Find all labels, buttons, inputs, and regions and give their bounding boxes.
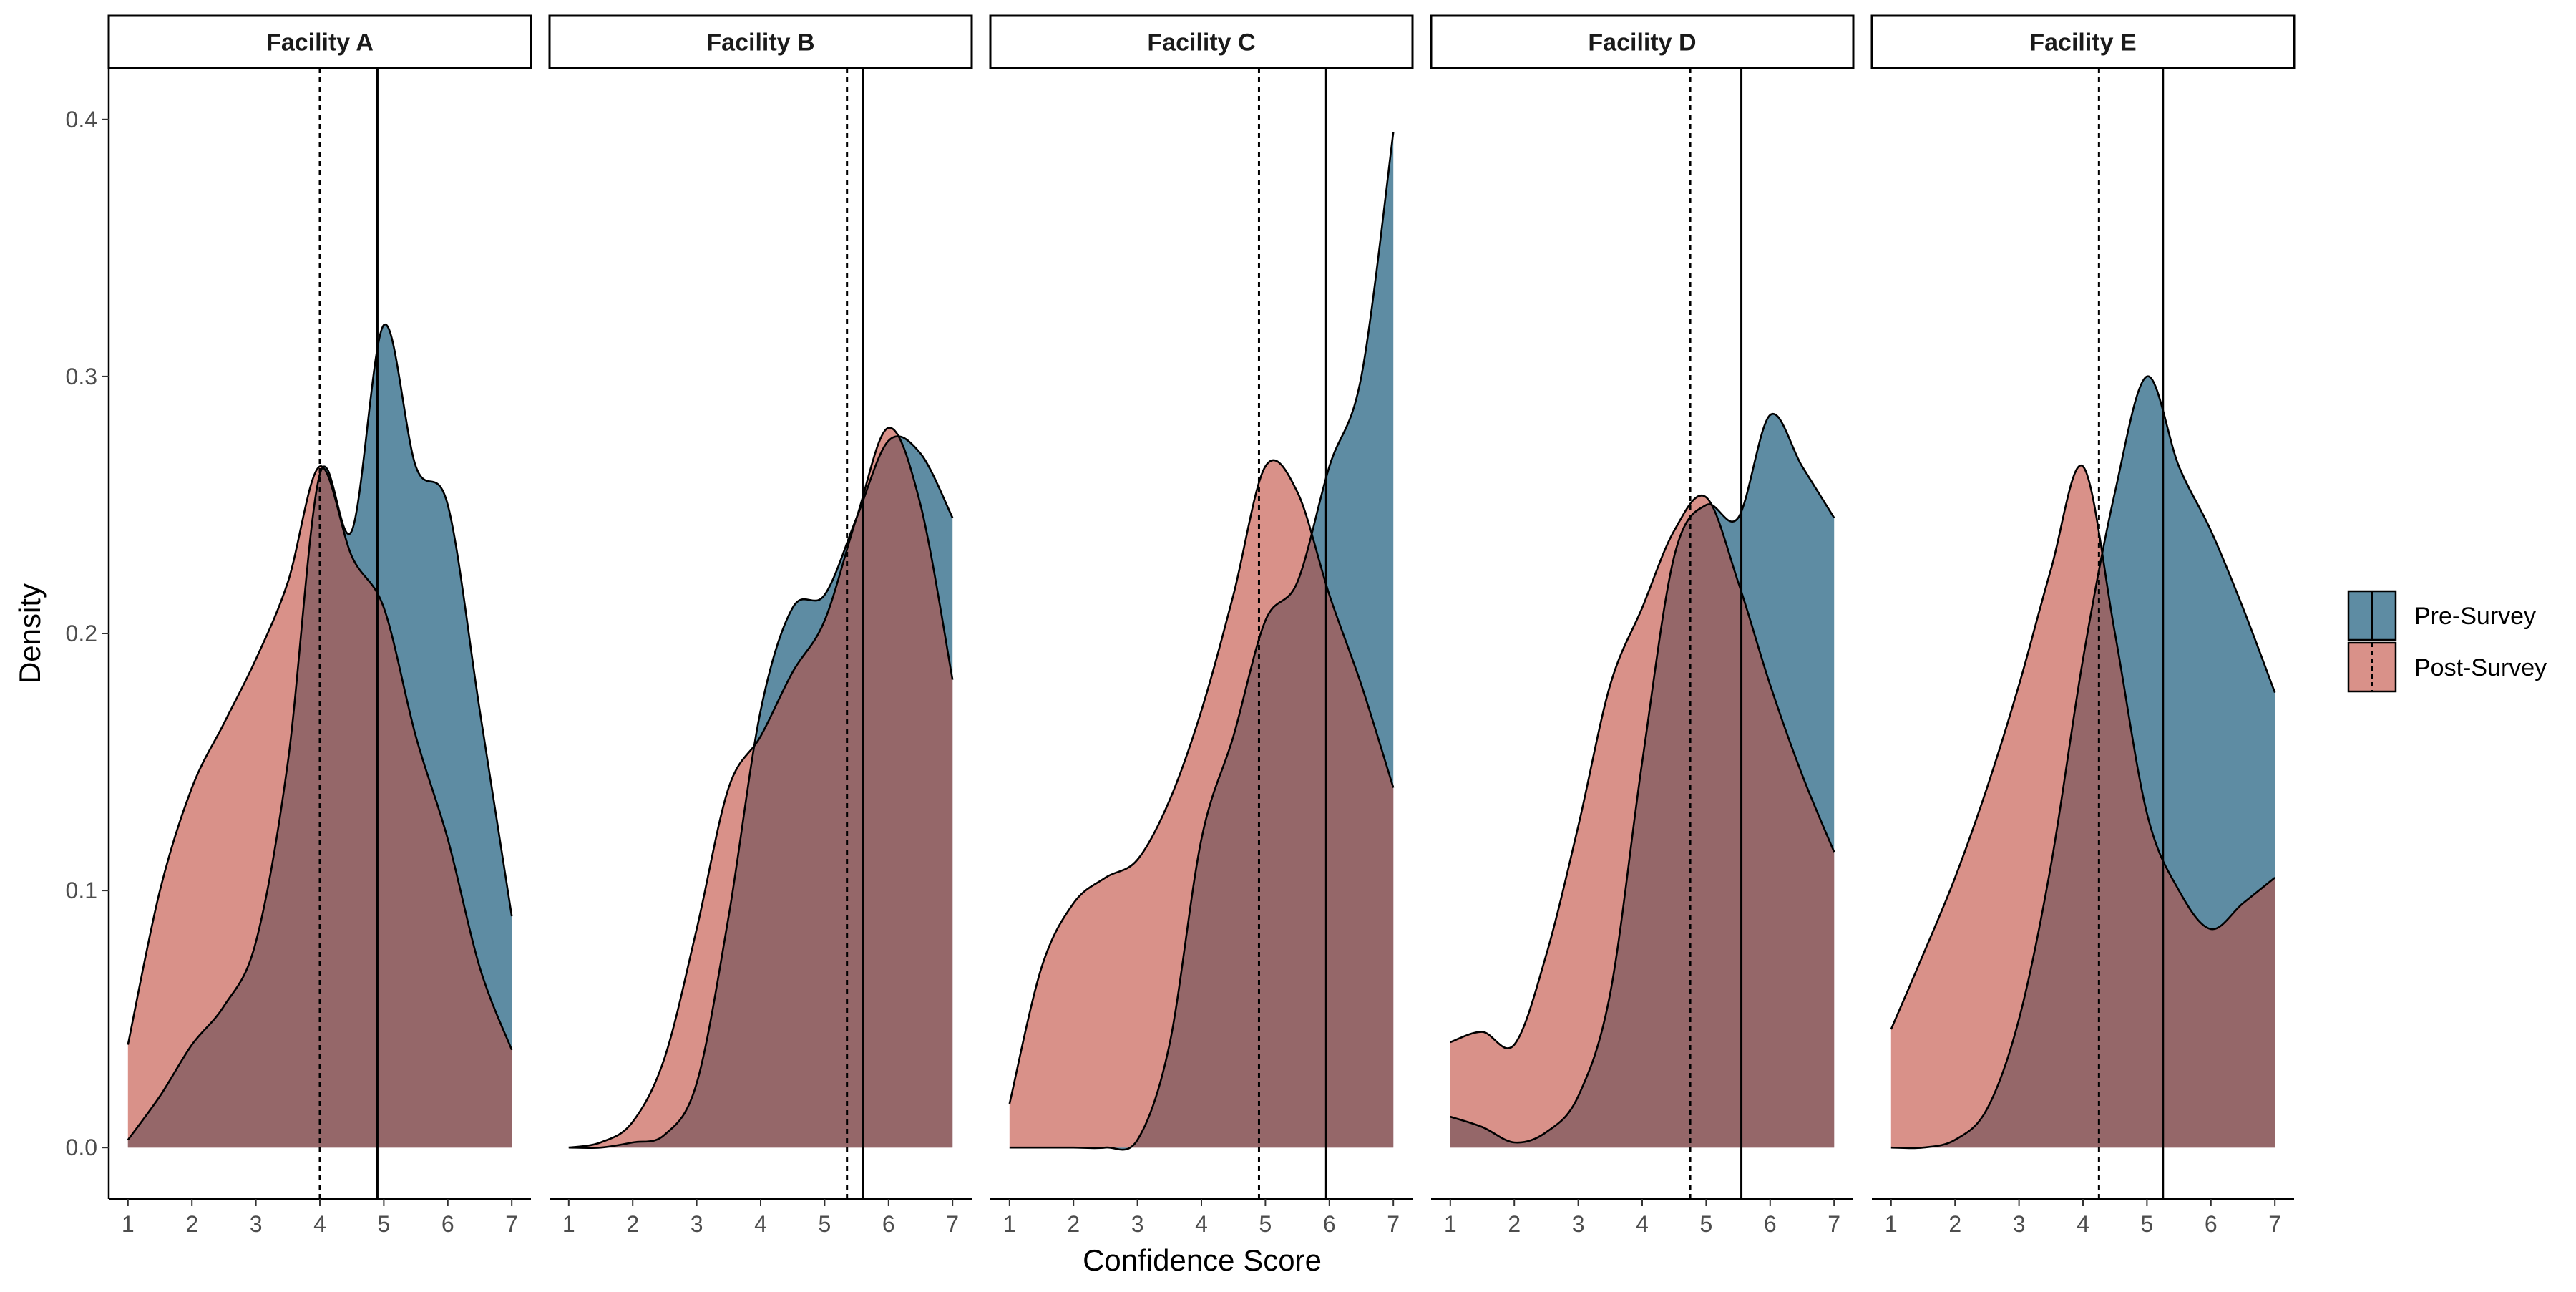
x-tick-label: 7 [1828, 1211, 1840, 1237]
x-tick-label: 5 [1259, 1211, 1272, 1237]
x-tick-label: 4 [313, 1211, 326, 1237]
x-tick-label: 6 [2205, 1211, 2218, 1237]
x-tick-label: 6 [441, 1211, 454, 1237]
x-tick-label: 3 [1131, 1211, 1144, 1237]
x-tick-label: 7 [946, 1211, 959, 1237]
overlap-density-area [1450, 495, 1835, 1148]
x-tick-label: 1 [122, 1211, 135, 1237]
facet-strip [989, 14, 1414, 69]
post-survey-density-line [568, 427, 954, 1149]
x-tick-label: 5 [377, 1211, 390, 1237]
x-tick-label: 5 [818, 1211, 831, 1237]
x-tick-label: 5 [2140, 1211, 2153, 1237]
post-survey-density-line [127, 465, 513, 1051]
overlap-density-area [568, 436, 953, 1148]
x-tick-label: 2 [1067, 1211, 1080, 1237]
x-tick-label: 6 [1764, 1211, 1777, 1237]
x-tick-label: 4 [1195, 1211, 1208, 1237]
facet-strip-label: Facility B [706, 29, 814, 57]
facet-strip [1430, 14, 1855, 69]
facet-strip-label: Facility E [2029, 29, 2136, 57]
facet-strip-label: Facility A [266, 29, 374, 57]
y-tick-label: 0.3 [66, 364, 97, 389]
x-tick-label: 1 [1885, 1211, 1898, 1237]
x-tick-label: 7 [505, 1211, 518, 1237]
x-axis-title: Confidence Score [1083, 1243, 1322, 1277]
y-tick-label: 0.4 [66, 107, 97, 132]
x-tick-label: 4 [754, 1211, 767, 1237]
facet-strip [1870, 14, 2296, 69]
x-tick-label: 6 [1323, 1211, 1336, 1237]
x-tick-label: 2 [626, 1211, 639, 1237]
post-survey-density-line [1008, 459, 1395, 1104]
x-tick-label: 6 [882, 1211, 895, 1237]
y-tick-label: 0.1 [66, 878, 97, 903]
facet-strip-label: Facility C [1147, 29, 1255, 57]
x-tick-label: 3 [250, 1211, 263, 1237]
x-tick-label: 2 [185, 1211, 198, 1237]
x-tick-label: 4 [2077, 1211, 2089, 1237]
x-tick-label: 1 [562, 1211, 575, 1237]
x-tick-label: 2 [1948, 1211, 1961, 1237]
x-tick-label: 2 [1508, 1211, 1521, 1237]
x-tick-label: 7 [1387, 1211, 1400, 1237]
post-survey-density-line [1450, 495, 1835, 1049]
x-tick-label: 7 [2268, 1211, 2281, 1237]
post-survey-density-line [1890, 464, 2276, 1030]
x-tick-label: 3 [2013, 1211, 2026, 1237]
y-tick-label: 0.2 [66, 621, 97, 646]
x-tick-label: 5 [1699, 1211, 1712, 1237]
facet-strip-label: Facility D [1588, 29, 1696, 57]
legend-label: Pre-Survey [2414, 603, 2536, 630]
x-tick-label: 3 [1572, 1211, 1585, 1237]
x-tick-label: 3 [691, 1211, 703, 1237]
pre-survey-density-line [1890, 375, 2276, 1150]
y-axis-title: Density [13, 583, 47, 684]
pre-survey-density-line [1450, 412, 1835, 1144]
overlap-density-area [1009, 460, 1394, 1148]
x-tick-label: 1 [1003, 1211, 1016, 1237]
y-tick-label: 0.0 [66, 1135, 97, 1160]
facet-strip [548, 14, 973, 69]
pre-survey-density-line [1009, 132, 1395, 1151]
legend-label: Post-Survey [2414, 654, 2547, 681]
x-tick-label: 4 [1636, 1211, 1649, 1237]
pre-survey-density-line [568, 435, 954, 1150]
x-tick-label: 1 [1444, 1211, 1457, 1237]
